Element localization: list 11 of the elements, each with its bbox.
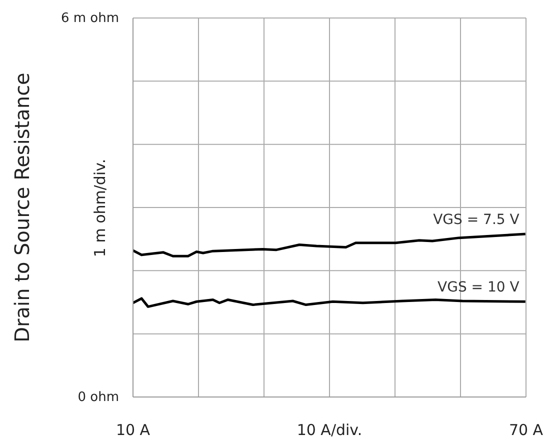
x-tick-label: 70 A [508,421,544,439]
y-tick-label: 0 ohm [78,390,119,405]
series-label: VGS = 7.5 V [433,212,520,228]
text: 1 m ohm/div. [91,158,109,258]
x-tick-label: 10 A [116,421,151,439]
line-series [133,297,526,308]
line-series [133,232,526,258]
y-axis-title: Drain to Source Resistance [10,72,34,342]
series-label: VGS = 10 V [438,280,520,296]
y-tick-label: 6 m ohm [60,11,119,26]
x-axis-title: 10 A/div. [296,421,362,439]
